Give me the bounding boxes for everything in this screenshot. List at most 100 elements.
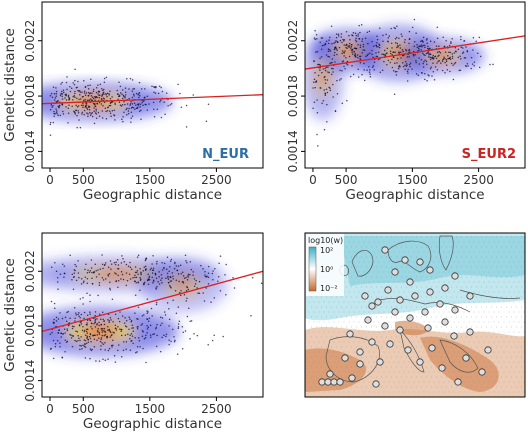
grid-dot	[333, 341, 335, 343]
data-point	[77, 89, 79, 92]
data-point	[341, 61, 344, 63]
grid-dot	[380, 366, 383, 368]
grid-dot	[310, 326, 313, 328]
grid-dot	[433, 341, 435, 343]
data-point	[325, 40, 328, 43]
grid-dot	[518, 301, 520, 303]
data-point	[65, 81, 68, 84]
data-point	[436, 26, 439, 29]
grid-dot	[378, 271, 380, 273]
data-point	[357, 33, 359, 35]
sample-location	[391, 268, 399, 276]
sample-location	[466, 328, 474, 336]
grid-dot	[408, 371, 410, 373]
data-point	[427, 45, 429, 48]
grid-dot	[518, 341, 520, 343]
grid-dot	[458, 281, 460, 283]
grid-dot	[383, 261, 385, 263]
grid-dot	[375, 326, 378, 328]
data-point	[445, 60, 448, 63]
grid-dot	[385, 266, 388, 268]
grid-dot	[510, 356, 513, 358]
grid-dot	[338, 361, 340, 363]
grid-dot	[505, 256, 508, 258]
data-point	[349, 75, 352, 78]
grid-dot	[383, 281, 385, 283]
grid-dot	[513, 251, 515, 253]
grid-dot	[510, 266, 513, 268]
data-point	[103, 334, 106, 337]
grid-dot	[350, 366, 353, 368]
data-point	[107, 325, 109, 328]
data-point	[111, 334, 113, 336]
grid-dot	[398, 311, 400, 313]
grid-dot	[458, 251, 460, 253]
grid-dot	[403, 341, 405, 343]
grid-dot	[508, 311, 510, 313]
grid-dot	[375, 256, 378, 258]
grid-dot	[420, 256, 423, 258]
grid-dot	[380, 356, 383, 358]
x-tick-label: 2500	[201, 173, 232, 187]
data-point	[107, 273, 109, 276]
data-point	[369, 73, 371, 75]
data-point	[435, 45, 438, 47]
grid-dot	[470, 306, 473, 308]
grid-dot	[420, 326, 423, 328]
data-point	[161, 277, 163, 280]
grid-dot	[318, 301, 320, 303]
grid-dot	[478, 241, 480, 243]
data-point	[98, 333, 101, 335]
grid-dot	[435, 386, 438, 388]
grid-dot	[348, 291, 350, 293]
grid-dot	[495, 356, 498, 358]
data-point	[77, 112, 80, 114]
data-point	[88, 99, 90, 102]
data-point	[86, 292, 88, 294]
grid-dot	[335, 356, 338, 358]
grid-dot	[395, 356, 398, 358]
data-point	[361, 40, 363, 43]
data-point	[150, 336, 152, 339]
data-point	[335, 33, 338, 35]
sample-location	[361, 292, 369, 300]
data-point	[98, 115, 101, 117]
sample-location	[411, 292, 419, 300]
grid-dot	[315, 326, 318, 328]
grid-dot	[453, 271, 455, 273]
data-point	[135, 276, 138, 278]
data-point	[71, 327, 74, 330]
data-point	[146, 312, 149, 315]
sample-location	[450, 332, 458, 340]
data-point	[114, 103, 116, 106]
grid-dot	[405, 276, 408, 278]
data-point	[91, 283, 94, 285]
data-point	[129, 318, 131, 321]
grid-dot	[400, 376, 403, 378]
grid-dot	[330, 326, 333, 328]
data-point	[73, 272, 76, 274]
data-point	[121, 118, 123, 121]
data-point	[200, 264, 202, 267]
data-point	[381, 69, 384, 71]
data-point	[154, 86, 157, 89]
data-point	[397, 67, 400, 70]
sample-location	[326, 370, 334, 378]
grid-dot	[460, 236, 463, 238]
data-point	[332, 71, 334, 73]
data-point	[129, 278, 132, 280]
grid-dot	[408, 241, 410, 243]
grid-dot	[413, 341, 415, 343]
data-point	[429, 56, 431, 59]
grid-dot	[400, 266, 403, 268]
grid-dot	[513, 351, 515, 353]
data-point	[50, 347, 52, 350]
data-point	[356, 54, 359, 56]
grid-dot	[493, 271, 495, 273]
data-point	[400, 57, 402, 59]
data-point	[94, 99, 96, 101]
grid-dot	[318, 341, 320, 343]
data-point	[207, 282, 210, 285]
data-point	[478, 66, 481, 69]
